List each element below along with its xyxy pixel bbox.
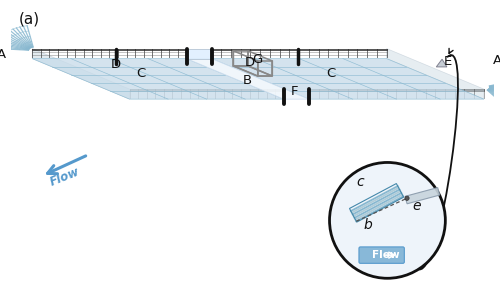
- Text: A: A: [0, 48, 6, 61]
- Polygon shape: [32, 49, 186, 50]
- Polygon shape: [130, 89, 284, 91]
- Text: B: B: [243, 74, 252, 87]
- Circle shape: [405, 196, 409, 200]
- Text: b: b: [364, 218, 372, 232]
- Text: D: D: [244, 56, 255, 69]
- Text: D: D: [110, 58, 120, 71]
- Text: G: G: [252, 53, 262, 65]
- Polygon shape: [32, 59, 284, 99]
- Text: F: F: [290, 85, 298, 98]
- Polygon shape: [405, 188, 440, 204]
- Polygon shape: [436, 59, 447, 67]
- Text: Flow: Flow: [48, 165, 82, 189]
- Text: (a): (a): [18, 12, 40, 27]
- Polygon shape: [212, 59, 484, 99]
- FancyBboxPatch shape: [359, 247, 405, 263]
- Text: Flow: Flow: [372, 250, 400, 260]
- Text: A: A: [493, 54, 500, 67]
- Text: C: C: [326, 67, 336, 80]
- Polygon shape: [186, 59, 309, 99]
- Polygon shape: [32, 49, 130, 99]
- Polygon shape: [386, 49, 484, 99]
- Text: C: C: [136, 67, 146, 80]
- Polygon shape: [212, 49, 386, 50]
- Circle shape: [330, 163, 446, 278]
- Polygon shape: [186, 49, 212, 59]
- Text: e: e: [412, 199, 420, 213]
- Text: E: E: [444, 55, 452, 68]
- Polygon shape: [309, 89, 484, 91]
- Text: c: c: [356, 175, 364, 189]
